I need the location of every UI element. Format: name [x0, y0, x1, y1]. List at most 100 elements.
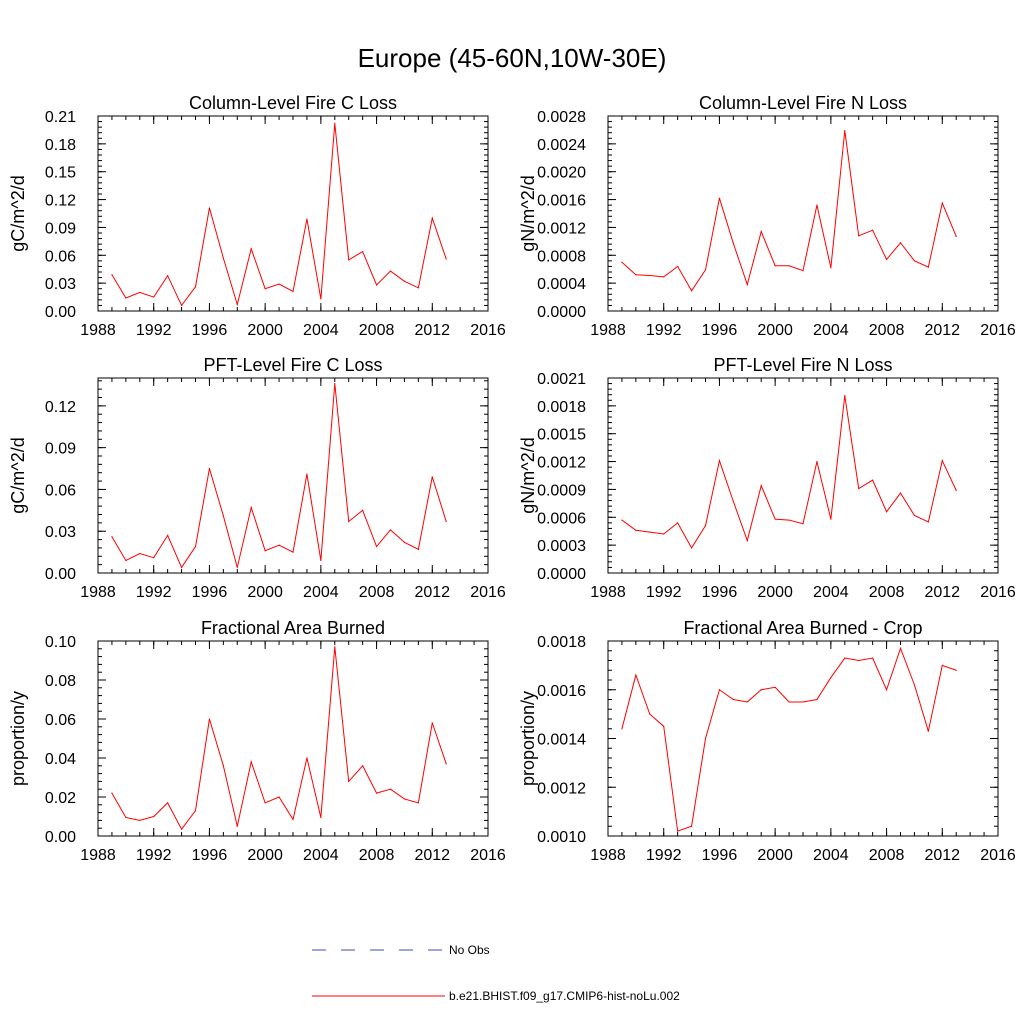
- data-point: [208, 207, 211, 209]
- x-tick-label: 2004: [303, 584, 339, 601]
- data-point: [431, 476, 433, 478]
- y-tick-label: 0.0010: [537, 829, 586, 846]
- panels-container: Column-Level Fire C Loss gC/m^2/d 1988 1992…: [8, 93, 1016, 864]
- data-point: [236, 825, 238, 827]
- data-point: [167, 802, 169, 804]
- data-point: [718, 689, 721, 691]
- data-point: [139, 291, 141, 294]
- x-tick-label: 2012: [924, 322, 960, 339]
- x-tick-label: 2012: [414, 584, 450, 601]
- x-tick-label: 2008: [869, 847, 905, 864]
- data-point: [760, 485, 762, 487]
- data-point: [690, 825, 693, 827]
- y-tick-label: 0.10: [45, 634, 76, 651]
- x-tick-label: 2000: [247, 322, 283, 339]
- data-point: [236, 566, 238, 569]
- data-point: [732, 698, 734, 701]
- data-point: [704, 525, 707, 527]
- data-point: [718, 460, 721, 462]
- x-tick-label: 1996: [702, 322, 738, 339]
- x-tick-label: 1996: [192, 322, 228, 339]
- data-point: [292, 290, 294, 293]
- data-point: [872, 479, 874, 481]
- data-point: [264, 288, 266, 290]
- x-tick-label: 2000: [757, 322, 793, 339]
- data-point: [899, 647, 902, 649]
- data-point: [872, 229, 874, 231]
- data-point: [774, 518, 776, 520]
- x-tick-label: 2004: [813, 322, 849, 339]
- y-tick-label: 0.0012: [537, 780, 586, 797]
- data-point: [208, 467, 211, 470]
- data-point: [677, 522, 679, 524]
- data-point: [278, 796, 280, 798]
- data-point: [320, 559, 322, 562]
- panel-title: Column-Level Fire N Loss: [699, 93, 907, 113]
- data-point: [250, 248, 252, 250]
- data-point: [403, 798, 406, 800]
- data-point: [621, 728, 623, 730]
- data-point: [403, 280, 406, 282]
- y-tick-label: 0.0003: [537, 538, 586, 555]
- data-point: [334, 122, 336, 125]
- x-tick-label: 2000: [757, 847, 793, 864]
- x-tick-label: 2008: [869, 584, 905, 601]
- data-point: [362, 250, 364, 253]
- series-line: [621, 646, 957, 832]
- data-point: [348, 780, 350, 783]
- data-point: [264, 550, 266, 552]
- legend-obs-label: No Obs: [449, 943, 490, 957]
- data-point: [913, 260, 916, 262]
- data-point: [690, 290, 693, 292]
- data-point: [858, 235, 860, 237]
- data-point: [899, 492, 902, 494]
- data-point: [774, 265, 776, 267]
- y-tick-label: 0.0016: [537, 683, 586, 700]
- y-tick-label: 0.0000: [537, 304, 586, 321]
- data-point: [718, 197, 721, 199]
- data-point: [292, 818, 294, 821]
- y-tick-label: 0.21: [45, 109, 76, 126]
- panel-title: PFT-Level Fire C Loss: [203, 355, 382, 375]
- chart-panel-4: PFT-Level Fire N Loss gN/m^2/d 1988 1992 199…: [518, 355, 1016, 601]
- y-tick-label: 0.0009: [537, 482, 586, 499]
- data-point: [389, 788, 392, 790]
- series-line: [111, 646, 447, 831]
- y-tick-label: 0.03: [45, 524, 76, 541]
- data-point: [746, 701, 748, 703]
- data-point: [194, 810, 197, 812]
- data-point: [139, 819, 141, 822]
- series-line: [111, 383, 447, 569]
- x-tick-label: 2016: [470, 322, 506, 339]
- data-point: [788, 519, 790, 521]
- data-point: [320, 298, 322, 300]
- data-point: [362, 509, 364, 511]
- y-tick-label: 0.00: [45, 829, 76, 846]
- y-axis-label: proportion/y: [518, 691, 538, 786]
- x-tick-label: 2004: [303, 322, 339, 339]
- data-point: [690, 547, 693, 549]
- data-point: [431, 217, 433, 219]
- legend: No Obs b.e21.BHIST.f09_g17.CMIP6-hist-no…: [312, 943, 680, 1003]
- data-point: [788, 265, 790, 267]
- x-tick-label: 2004: [303, 847, 339, 864]
- y-tick-label: 0.0004: [537, 276, 586, 293]
- y-tick-label: 0.06: [45, 712, 76, 729]
- data-point: [732, 500, 734, 503]
- y-tick-label: 0.00: [45, 304, 76, 321]
- data-point: [774, 686, 776, 688]
- data-point: [208, 718, 211, 720]
- data-point: [746, 539, 748, 542]
- y-tick-label: 0.0018: [537, 399, 586, 416]
- x-tick-label: 1988: [80, 322, 116, 339]
- y-tick-label: 0.06: [45, 248, 76, 265]
- data-point: [649, 531, 651, 533]
- y-tick-label: 0.18: [45, 137, 76, 154]
- data-point: [955, 489, 957, 491]
- data-point: [858, 659, 860, 662]
- data-point: [677, 265, 679, 268]
- x-tick-label: 1992: [646, 847, 682, 864]
- x-tick-label: 1988: [80, 584, 116, 601]
- data-point: [445, 258, 447, 260]
